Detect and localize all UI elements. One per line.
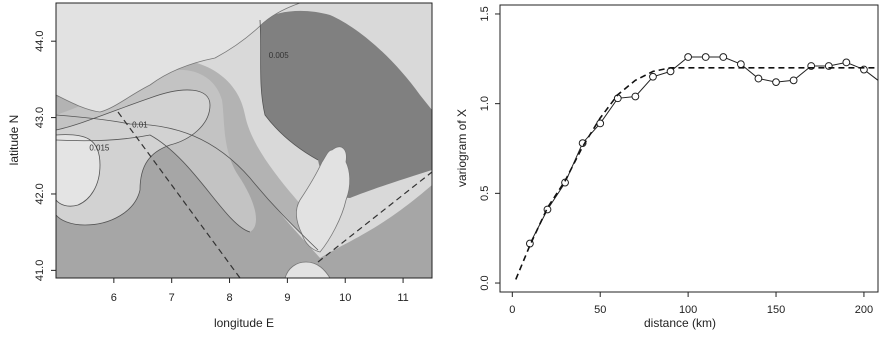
map-y-tick-label: 43.0 — [34, 107, 46, 128]
contour-line-5 — [259, 19, 319, 161]
variogram-x-axis: 0 50 100 150 200 — [509, 292, 873, 316]
map-x-tick-label: 10 — [339, 292, 351, 304]
map-x-axis-label: longitude E — [214, 316, 274, 330]
variogram-y-tick-label: 1.0 — [479, 96, 491, 111]
empirical-variogram-point — [754, 74, 763, 83]
map-plot-area: 0.015 0.01 0.005 — [56, 3, 432, 278]
map-y-tick-label: 44.0 — [34, 30, 46, 51]
variogram-x-tick-label: 100 — [679, 304, 697, 316]
variogram-y-tick-label: 1.5 — [479, 6, 491, 21]
transect-lines — [117, 111, 432, 278]
empirical-variogram-point — [789, 76, 798, 85]
contour-line-2 — [56, 134, 251, 233]
variogram-frame — [499, 4, 879, 293]
variogram-x-tick-label: 50 — [594, 304, 606, 316]
dark-area — [260, 10, 432, 198]
contour-line-1 — [56, 114, 319, 251]
corsica-land — [296, 146, 351, 253]
contour-lines — [56, 19, 319, 251]
map-x-tick-label: 8 — [226, 292, 232, 304]
contour-label: 0.005 — [269, 51, 290, 60]
variogram-x-axis-label: distance (km) — [644, 316, 716, 330]
variogram-y-tick-label: 0.0 — [479, 275, 491, 290]
map-x-tick-label: 6 — [111, 292, 117, 304]
fitted-variogram-line — [515, 67, 878, 280]
map-y-tick-label: 41.0 — [34, 260, 46, 281]
empirical-variogram-line — [529, 56, 878, 244]
sardinia-land — [284, 261, 331, 278]
empirical-variogram-point — [649, 72, 657, 81]
map-x-tick-label: 9 — [284, 292, 290, 304]
empirical-variogram-point — [842, 58, 851, 67]
map-y-tick-label: 42.0 — [34, 183, 46, 204]
empirical-variogram-point — [719, 53, 728, 61]
variogram-series — [515, 53, 878, 280]
empirical-variogram-point — [596, 119, 605, 128]
variogram-x-tick-label: 150 — [767, 304, 785, 316]
contour-labels: 0.015 0.01 0.005 — [89, 51, 289, 152]
variogram-panel: 0 50 100 150 200 0.00.51.01.5 distance (km) … — [455, 4, 879, 330]
empirical-variogram-point — [631, 92, 640, 101]
map-y-axis-label: latitude N — [7, 115, 21, 166]
variogram-y-axis: 0.0 0.5 1.0 1.5 — [479, 6, 500, 291]
contour-line-4 — [56, 134, 101, 207]
contour-label: 0.015 — [89, 143, 110, 152]
variogram-y-tick-label: 0.5 — [479, 186, 491, 201]
map-x-tick-label: 7 — [169, 292, 175, 304]
variogram-y-axis-label: variogram of X — [455, 109, 469, 187]
contour-line-3 — [56, 89, 211, 226]
map-x-tick-label: 11 — [397, 292, 408, 304]
mainland-land — [56, 3, 301, 113]
contour-label: 0.01 — [132, 121, 148, 130]
contour-band-5 — [56, 134, 100, 207]
empirical-variogram-point — [684, 53, 693, 61]
contour-map-panel: 0.015 0.01 0.005 6 7 8 9 10 11 41.0 42.0 43.0 44.0… — [7, 2, 433, 330]
empirical-variogram-point — [772, 78, 780, 87]
transect-line-west — [117, 111, 241, 278]
empirical-variogram-point — [701, 53, 710, 61]
variogram-plot-area — [515, 53, 878, 280]
map-x-axis: 6 7 8 9 10 11 — [111, 278, 409, 304]
variogram-x-tick-label: 0 — [509, 304, 515, 316]
transect-line-east — [317, 171, 432, 263]
empirical-variogram-point — [736, 60, 745, 69]
empirical-variogram-point — [666, 67, 675, 76]
map-frame — [55, 2, 433, 279]
contour-band-4 — [56, 89, 210, 225]
variogram-x-tick-label: 200 — [855, 304, 873, 316]
map-y-axis: 41.0 42.0 43.0 44.0 — [34, 30, 56, 281]
